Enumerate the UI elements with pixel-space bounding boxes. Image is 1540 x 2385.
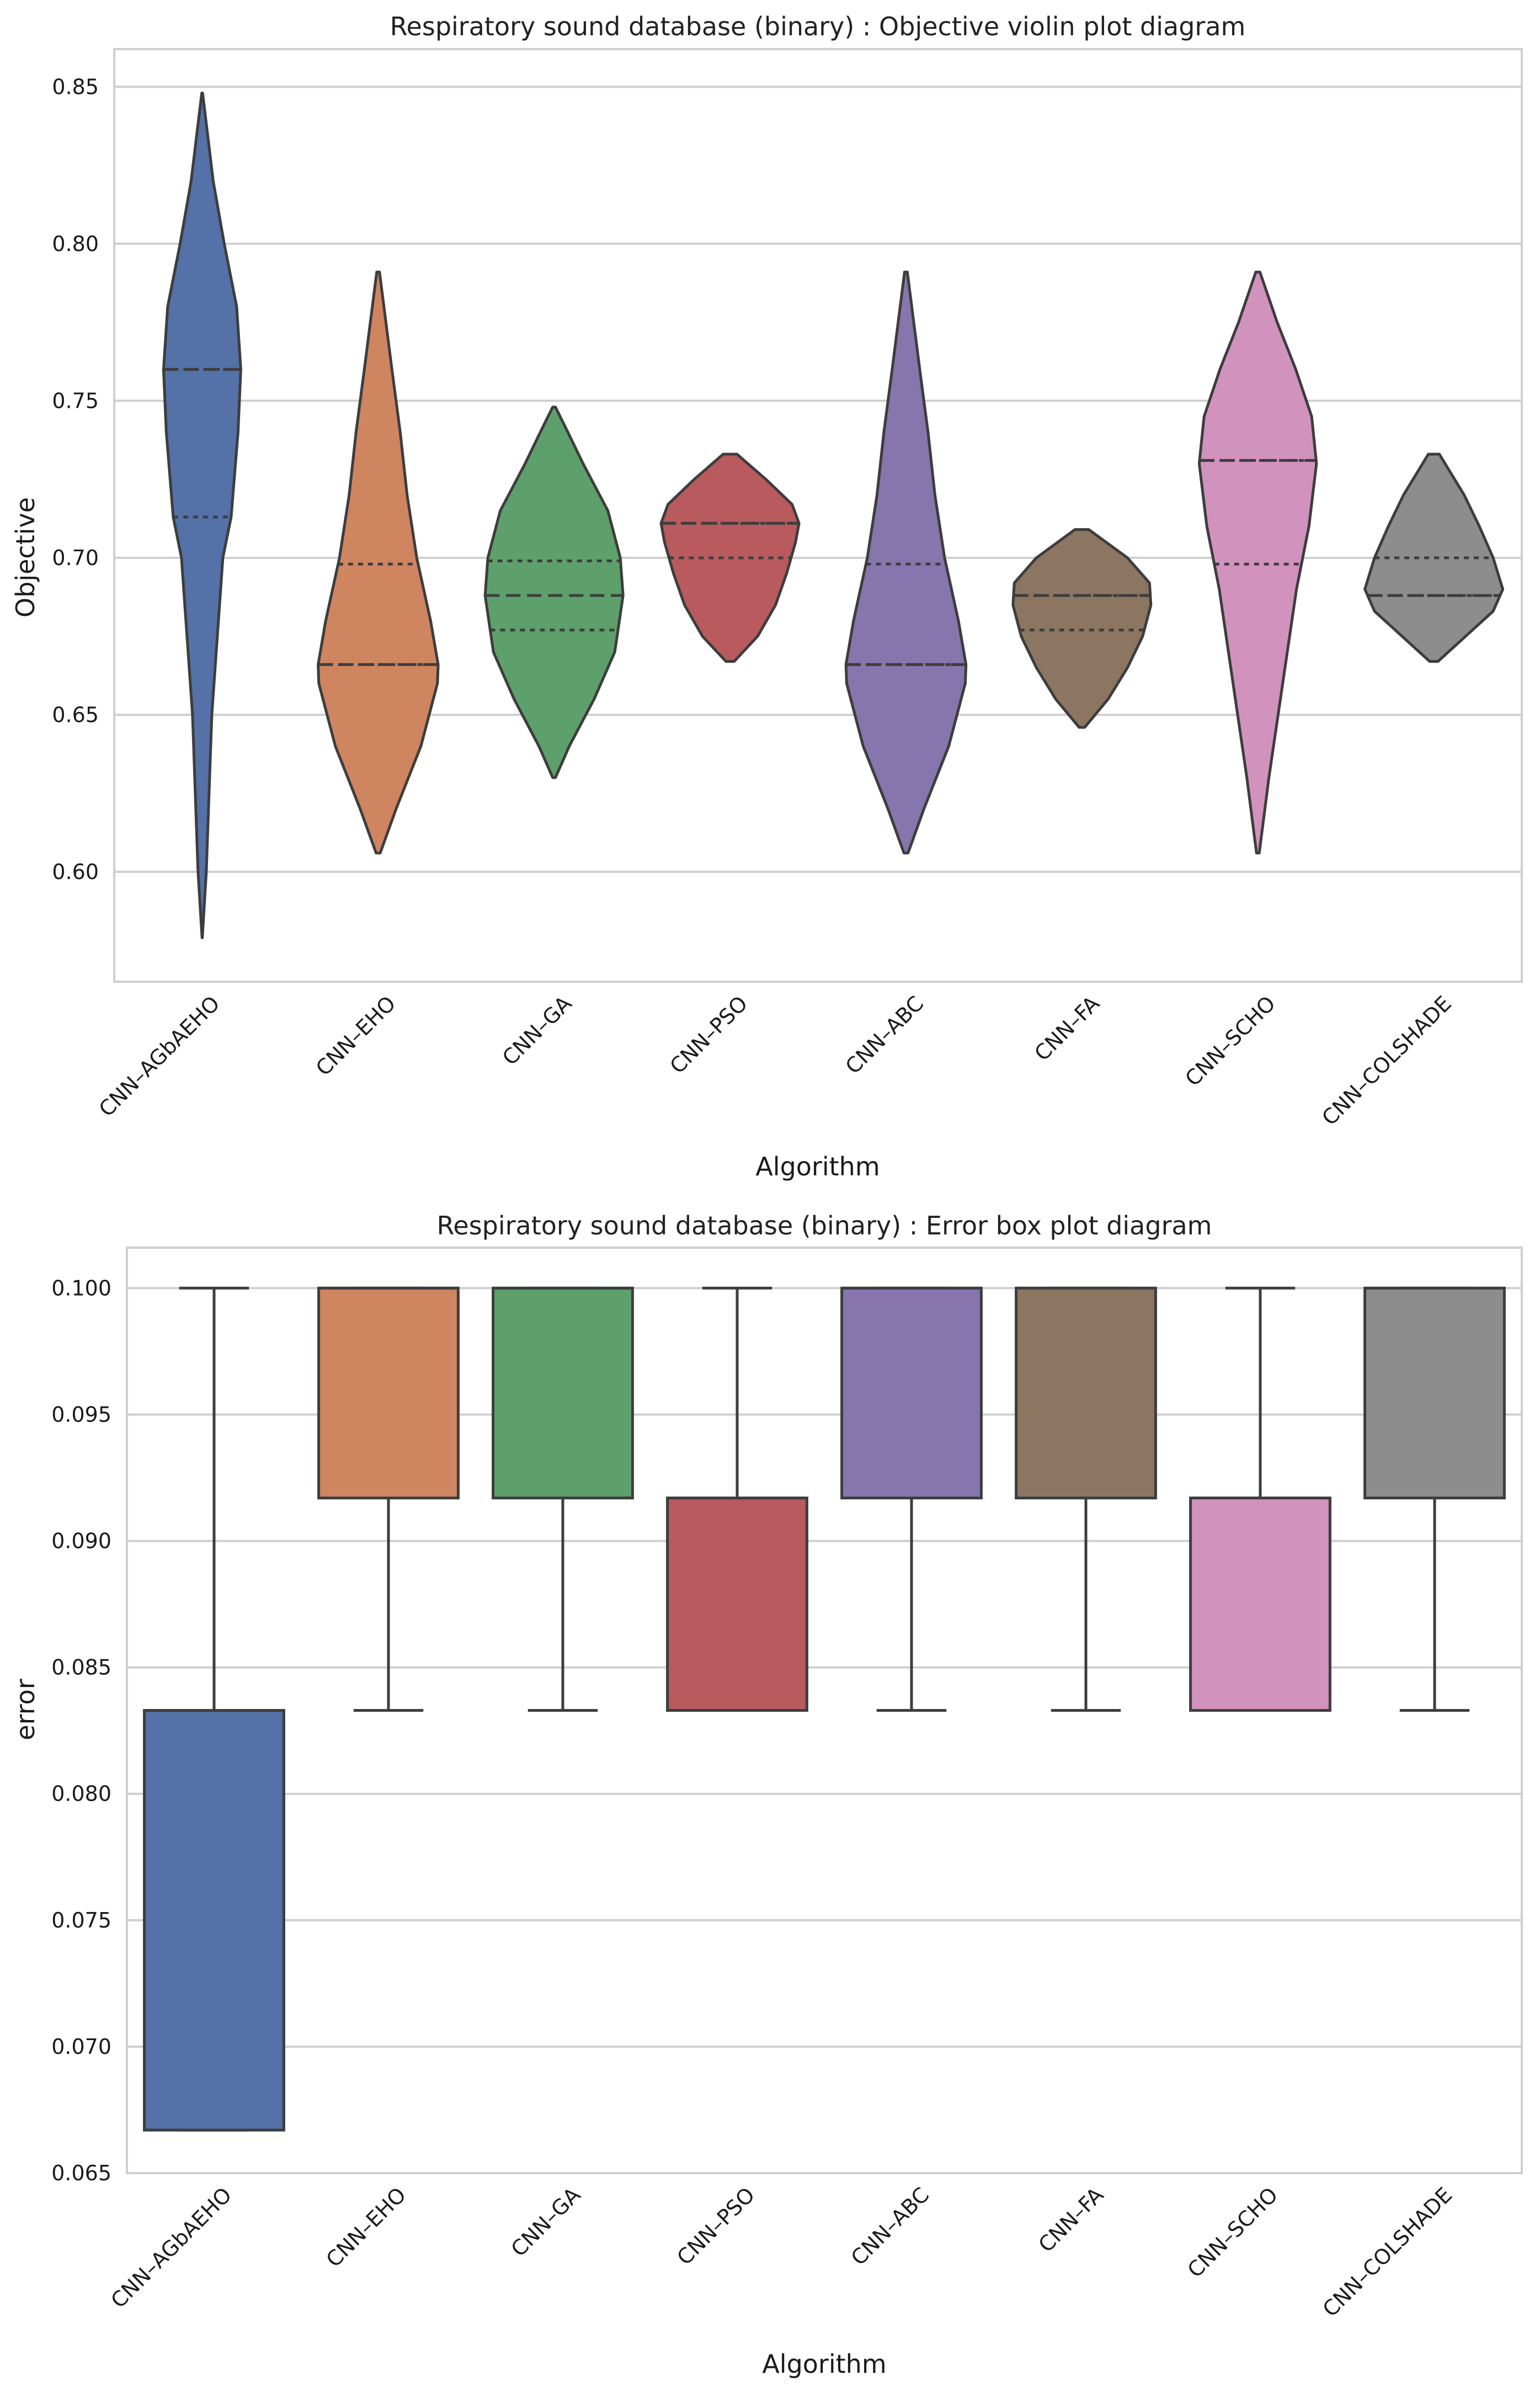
x-tick-label: CNN–COLSHADE <box>1317 991 1456 1130</box>
y-tick-label: 0.080 <box>51 1782 111 1806</box>
box-x-axis-label: Algorithm <box>762 2349 886 2379</box>
y-tick-label: 0.065 <box>51 2161 111 2185</box>
box-body <box>143 1709 285 2132</box>
x-tick-label: CNN–GA <box>498 991 577 1070</box>
x-tick-label: CNN–SCHO <box>1183 2182 1283 2282</box>
violin-body <box>317 270 440 855</box>
violin-body <box>844 270 968 855</box>
box-body <box>1015 1286 1157 1500</box>
violin-body <box>483 406 625 779</box>
box-body <box>1363 1286 1506 1500</box>
box-body <box>840 1286 983 1500</box>
x-tick-label: CNN–EHO <box>322 2182 411 2272</box>
x-tick-label: CNN–SCHO <box>1180 991 1280 1091</box>
violin-y-tick-labels: 0.60 0.65 0.70 0.75 0.80 0.85 <box>52 74 99 884</box>
box-y-tick-labels: 0.065 0.070 0.075 0.080 0.085 0.090 0.095 0.100 <box>51 1276 111 2185</box>
box-x-tick-labels: CNN–AGbAEHO CNN–EHO CNN–GA CNN–PSO CNN–ABC CN… <box>106 2182 1457 2322</box>
violin-plot-title: Respiratory sound database (binary) : Ob… <box>390 12 1246 41</box>
box-body <box>666 1497 808 1712</box>
x-tick-label: CNN–ABC <box>841 991 929 1079</box>
x-tick-label: CNN–FA <box>1033 2182 1108 2257</box>
y-tick-label: 0.090 <box>51 1529 111 1553</box>
y-tick-label: 0.70 <box>52 546 99 570</box>
x-tick-label: CNN–PSO <box>672 2182 759 2270</box>
y-tick-label: 0.85 <box>52 74 99 99</box>
y-tick-label: 0.095 <box>51 1402 111 1426</box>
y-tick-label: 0.070 <box>51 2035 111 2059</box>
x-tick-label: CNN–AGbAEHO <box>94 991 225 1121</box>
y-tick-label: 0.80 <box>52 232 99 256</box>
y-tick-label: 0.60 <box>52 860 99 884</box>
y-tick-label: 0.65 <box>52 702 99 727</box>
box-body <box>492 1286 634 1500</box>
violin-y-axis-label: Objective <box>10 497 40 617</box>
x-tick-label: CNN–PSO <box>665 991 752 1078</box>
box-plot-panel: Respiratory sound database (binary) : Er… <box>10 1211 1523 2379</box>
violin-x-tick-labels: CNN–AGbAEHO CNN–EHO CNN–GA CNN–PSO CNN–ABC CN… <box>94 991 1456 1130</box>
violin-body <box>1197 270 1318 855</box>
x-tick-label: CNN–COLSHADE <box>1318 2182 1457 2322</box>
box-plot-title: Respiratory sound database (binary) : Er… <box>437 1211 1212 1241</box>
violin-body <box>1011 528 1153 729</box>
x-tick-label: CNN–AGbAEHO <box>106 2182 236 2313</box>
violin-plot-panel: Respiratory sound database (binary) : Ob… <box>10 12 1523 1181</box>
x-tick-label: CNN–FA <box>1030 991 1104 1066</box>
box-body <box>317 1286 460 1500</box>
violin-marks <box>162 92 1505 939</box>
violin-x-axis-label: Algorithm <box>755 1152 880 1181</box>
x-tick-label: CNN–EHO <box>311 991 401 1080</box>
violin-body <box>162 92 242 939</box>
box-marks <box>143 1286 1506 2132</box>
y-tick-label: 0.75 <box>52 388 99 413</box>
violin-body <box>1363 452 1505 663</box>
y-tick-label: 0.100 <box>51 1276 111 1300</box>
x-tick-label: CNN–GA <box>507 2182 585 2261</box>
x-tick-label: CNN–ABC <box>846 2182 934 2270</box>
y-tick-label: 0.085 <box>51 1655 111 1680</box>
box-y-axis-label: error <box>10 1679 40 1740</box>
y-tick-label: 0.075 <box>51 1908 111 1933</box>
box-body <box>1189 1497 1331 1712</box>
